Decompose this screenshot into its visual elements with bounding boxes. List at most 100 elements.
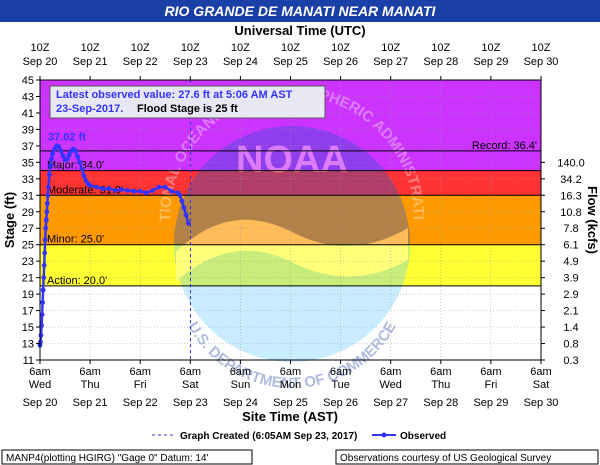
left-tick-label-12: 35: [22, 157, 34, 169]
left-tick-label-0: 11: [23, 355, 34, 367]
latest-value-box: Latest observed value: 27.6 ft at 5:06 A…: [49, 85, 326, 119]
bottom-tick-day-10: Sat: [533, 379, 550, 391]
top-tick-date-10: Sep 30: [524, 56, 559, 68]
series-point-57: [186, 220, 191, 226]
bottom-tick-date-2: Sep 22: [123, 397, 158, 409]
bottom-tick-time-7: 6am: [380, 366, 401, 378]
series-point-17: [47, 172, 52, 178]
top-tick-time-7: 10Z: [381, 42, 400, 54]
bottom-tick-time-9: 6am: [480, 366, 501, 378]
series-point-55: [181, 205, 187, 211]
flood-stage-text: Flood Stage is 25 ft: [137, 103, 238, 115]
bottom-tick-time-8: 6am: [430, 366, 451, 378]
top-tick-date-6: Sep 26: [323, 56, 358, 68]
bottom-tick-date-4: Sep 24: [223, 397, 258, 409]
series-point-54: [179, 198, 185, 204]
bottom-tick-date-10: Sep 30: [524, 397, 559, 409]
threshold-label-0: Action: 20.0': [47, 275, 107, 287]
series-point-27: [64, 156, 70, 162]
series-point-42: [112, 188, 118, 193]
series-point-32: [75, 154, 80, 160]
right-tick-label-8: 7.8: [563, 223, 578, 235]
series-point-13: [44, 209, 50, 215]
top-tick-date-8: Sep 28: [423, 56, 458, 68]
left-tick-label-14: 39: [22, 124, 34, 136]
right-tick-label-2: 1.4: [563, 322, 578, 334]
left-tick-label-16: 43: [22, 91, 34, 103]
top-tick-time-4: 10Z: [231, 42, 250, 54]
bottom-tick-day-4: Sun: [231, 379, 251, 391]
legend-observed: Observed: [400, 431, 446, 442]
top-tick-date-2: Sep 22: [123, 56, 158, 68]
top-tick-date-0: Sep 20: [23, 56, 58, 68]
top-tick-date-4: Sep 24: [223, 56, 258, 68]
footer-right: Observations courtesy of US Geological S…: [340, 453, 551, 464]
series-point-44: [125, 188, 131, 193]
series-point-14: [44, 201, 50, 206]
series-point-10: [42, 237, 48, 243]
bottom-tick-time-6: 6am: [330, 366, 351, 378]
series-point-45: [131, 188, 137, 194]
left-tick-label-3: 17: [22, 306, 34, 318]
right-tick-label-0: 0.3: [563, 355, 578, 367]
series-point-53: [177, 192, 183, 198]
top-axis-label: Universal Time (UTC): [234, 23, 365, 38]
right-tick-label-9: 10.8: [560, 207, 581, 219]
series-point-28: [66, 152, 72, 158]
latest-value-line1: Latest observed value: 27.6 ft at 5:06 A…: [56, 89, 293, 101]
series-point-56: [183, 212, 189, 218]
top-tick-date-3: Sep 23: [173, 56, 208, 68]
bottom-axis-label: Site Time (AST): [242, 409, 338, 424]
left-tick-label-7: 25: [22, 240, 34, 252]
series-point-31: [73, 148, 78, 154]
series-point-49: [156, 184, 162, 190]
series-point-6: [40, 287, 46, 293]
bottom-tick-date-7: Sep 27: [373, 397, 408, 409]
threshold-label-3: Major: 34.0': [47, 160, 104, 172]
series-point-50: [162, 184, 168, 190]
flood-thresholds: Action: 20.0'Minor: 25.0'Moderate: 31.0'…: [40, 140, 541, 287]
title-bar: [0, 0, 600, 22]
left-tick-label-10: 31: [22, 190, 34, 202]
top-tick-time-1: 10Z: [81, 42, 100, 54]
bottom-tick-date-0: Sep 20: [23, 397, 58, 409]
legend-observed-marker: [381, 432, 387, 438]
latest-value-date: 23-Sep-2017.: [56, 103, 123, 115]
top-axis: 10Z Sep 20 10Z Sep 21 10Z Sep 22 10Z Sep 23 10Z S…: [23, 42, 559, 80]
series-point-8: [41, 262, 47, 268]
bottom-tick-day-1: Thu: [81, 379, 100, 391]
left-axis-label: Stage (ft): [2, 192, 17, 248]
series-point-19: [49, 156, 54, 162]
left-tick-label-4: 19: [22, 289, 34, 301]
series-point-41: [106, 186, 112, 192]
series-point-23: [56, 144, 62, 150]
bottom-tick-time-10: 6am: [530, 366, 551, 378]
right-tick-label-12: 140.0: [557, 157, 585, 169]
footer: MANP4(plotting HGIRG) "Gage 0" Datum: 14…: [1, 449, 599, 465]
bottom-tick-date-5: Sep 25: [273, 397, 308, 409]
left-tick-label-11: 33: [22, 174, 34, 186]
series-point-24: [58, 148, 64, 154]
series-point-15: [45, 192, 51, 198]
noaa-gull-shape: [176, 219, 408, 282]
left-tick-label-9: 29: [22, 207, 34, 219]
bottom-tick-time-1: 6am: [79, 366, 100, 378]
left-tick-label-13: 37: [22, 141, 34, 153]
series-point-34: [79, 166, 85, 172]
series-point-43: [119, 187, 124, 192]
top-tick-date-9: Sep 29: [473, 56, 508, 68]
series-point-35: [81, 173, 87, 178]
bottom-tick-time-0: 6am: [29, 366, 50, 378]
series-point-51: [169, 188, 174, 194]
series-point-33: [77, 160, 83, 165]
right-tick-label-3: 2.1: [563, 306, 578, 318]
series-point-7: [41, 275, 47, 280]
observed-series: [37, 143, 191, 348]
right-axis: 0.3 0.8 1.4 2.1 2.9 3.9 4.9 6.1 7.8 10.8 16.3 34.2 1…: [541, 157, 585, 367]
series-point-47: [144, 190, 149, 196]
bottom-tick-day-3: Sat: [182, 379, 199, 391]
top-tick-date-5: Sep 25: [273, 56, 308, 68]
bottom-tick-day-6: Tue: [331, 379, 350, 391]
